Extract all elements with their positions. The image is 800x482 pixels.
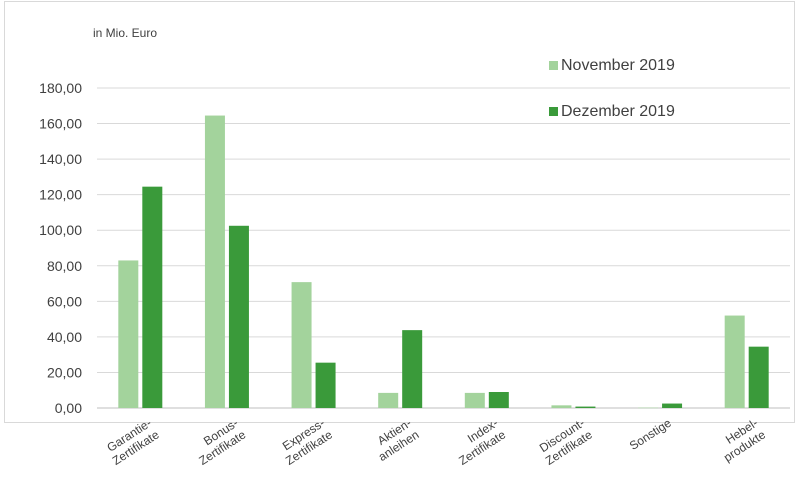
- y-tick-label: 140,00: [39, 151, 82, 167]
- bars: [118, 115, 769, 409]
- y-tick-label: 20,00: [47, 364, 82, 380]
- bar: [662, 403, 683, 408]
- x-tick-label: Aktien-anleihen: [368, 416, 422, 464]
- legend-label: November 2019: [561, 57, 675, 74]
- legend: November 2019 Dezember 2019: [549, 57, 675, 120]
- chart-frame: [4, 1, 795, 423]
- legend-item: Dezember 2019: [549, 103, 675, 120]
- bar: [118, 260, 139, 408]
- y-tick-label: 60,00: [47, 293, 82, 309]
- svg-text:Express-Zertifikate: Express-Zertifikate: [275, 416, 335, 468]
- bar: [315, 362, 336, 408]
- x-tick-label: Hebel-produkte: [714, 416, 769, 465]
- svg-text:Aktien-anleihen: Aktien-anleihen: [368, 416, 421, 464]
- svg-text:Bonus-Zertifikate: Bonus-Zertifikate: [189, 416, 249, 468]
- x-tick-label: Express-Zertifikate: [275, 416, 335, 468]
- bar: [291, 282, 312, 408]
- legend-swatch: [549, 61, 558, 70]
- bar: [204, 115, 225, 409]
- bar: [748, 346, 769, 408]
- y-tick-label: 0,00: [55, 400, 82, 416]
- bar: [228, 225, 249, 408]
- x-tick-label: Discount-Zertifikate: [535, 416, 595, 468]
- x-tick-label: Garantie-Zertifikate: [102, 416, 162, 468]
- x-tick-label: Sonstige: [627, 416, 674, 453]
- legend-item: November 2019: [549, 57, 675, 74]
- bar: [638, 407, 659, 409]
- bar: [464, 392, 485, 408]
- unit-label: in Mio. Euro: [93, 26, 157, 40]
- bar: [378, 392, 399, 408]
- gridlines: [97, 87, 790, 409]
- svg-text:Sonstige: Sonstige: [627, 416, 674, 453]
- y-axis-tick-labels: 0,00 20,00 40,00 60,00 80,00 100,00 120,00 140,…: [39, 80, 82, 416]
- legend-swatch: [549, 107, 558, 116]
- y-tick-label: 80,00: [47, 258, 82, 274]
- x-axis-tick-labels: Garantie-Zertifikate Bonus-Zertifikate Exp…: [102, 416, 769, 468]
- x-tick-label: Index-Zertifikate: [449, 416, 509, 468]
- bar: [724, 315, 745, 408]
- bar: [142, 186, 163, 408]
- x-tick-label: Bonus-Zertifikate: [189, 416, 249, 468]
- bar: [488, 392, 509, 408]
- legend-label: Dezember 2019: [561, 103, 675, 120]
- svg-text:Discount-Zertifikate: Discount-Zertifikate: [535, 416, 595, 468]
- y-tick-label: 100,00: [39, 222, 82, 238]
- y-tick-label: 40,00: [47, 329, 82, 345]
- svg-text:Garantie-Zertifikate: Garantie-Zertifikate: [102, 416, 162, 468]
- svg-text:Hebel-produkte: Hebel-produkte: [714, 416, 769, 465]
- bar: [575, 406, 596, 408]
- y-tick-label: 120,00: [39, 187, 82, 203]
- y-tick-label: 180,00: [39, 80, 82, 96]
- bar: [551, 405, 572, 408]
- svg-text:Index-Zertifikate: Index-Zertifikate: [449, 416, 509, 468]
- bar: [402, 330, 423, 408]
- y-tick-label: 160,00: [39, 116, 82, 132]
